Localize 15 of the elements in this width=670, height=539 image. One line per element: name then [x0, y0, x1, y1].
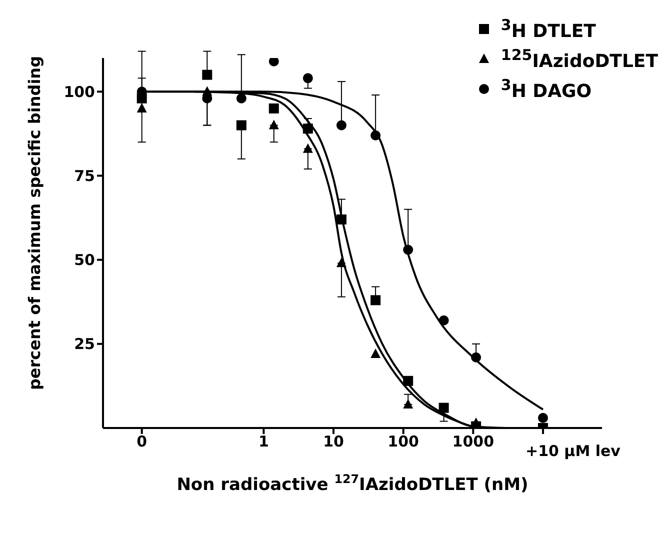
- x-tick-label: 10: [323, 432, 344, 451]
- annotation: +10 μM lev: [526, 442, 621, 460]
- legend-label: $^{125}$IAzidoDTLET: [500, 46, 658, 72]
- x-axis-title: Non radioactive $^{127}$IAzidoDTLET (nM): [176, 472, 528, 495]
- x-tick-label: 1000: [452, 432, 494, 451]
- y-tick-label: 50: [74, 251, 95, 270]
- y-tick-label: 100: [64, 82, 95, 101]
- x-tick-label: 1: [258, 432, 269, 451]
- y-axis-title: percent of maximum specific binding: [25, 56, 44, 390]
- y-tick-label: 75: [74, 167, 95, 186]
- x-tick-label: 0: [136, 432, 148, 451]
- legend-label: $^{3}$H DTLET: [500, 16, 596, 42]
- legend-label: $^{3}$H DAGO: [500, 76, 592, 102]
- x-tick-label: 100: [388, 432, 419, 451]
- y-tick-label: 25: [74, 335, 95, 354]
